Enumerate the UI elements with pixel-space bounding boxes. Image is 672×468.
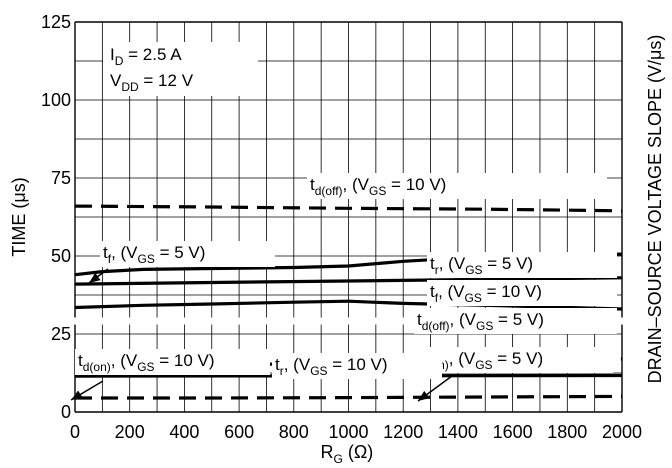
y-tick-label: 25: [51, 324, 71, 344]
annotation-arrows: [70, 268, 453, 402]
annotations: ID = 2.5 A VDD = 12 V td(off), (VGS = 10 V…: [75, 42, 617, 379]
tick-labels: 0 200 400 600 800 1000 1200 1400 1600 1800 2000 0 25…: [41, 12, 642, 442]
series-label-tr-10: tr, (VGS = 10 V): [275, 355, 388, 378]
y-tick-label: 100: [41, 90, 71, 110]
axis-titles: RG (Ω) TIME (μs) DRAIN–SOURCE VOLTAGE SLOP…: [9, 35, 665, 466]
y-tick-label: 125: [41, 12, 71, 32]
arrow-td-on-10-head: [71, 390, 83, 400]
conditions-backdrop: [103, 42, 258, 96]
x-tick-label: 200: [115, 422, 145, 442]
series-line-td-off-5: [74, 299, 623, 311]
label-backdrop: [272, 353, 442, 379]
x-axis-title: RG (Ω): [321, 442, 374, 466]
label-backdrop: [307, 173, 607, 199]
series-label-tf-5: tf, (VGS = 5 V): [103, 243, 205, 266]
series-line-td-on-10: [75, 394, 623, 400]
label-backdrop: [100, 241, 275, 267]
condition-label: ID = 2.5 A: [110, 45, 182, 68]
y2-axis-title: DRAIN–SOURCE VOLTAGE SLOPE (V/μs): [645, 35, 665, 384]
x-tick-label: 2000: [602, 422, 642, 442]
condition-label: VDD = 12 V: [110, 71, 194, 94]
x-tick-label: 1400: [438, 422, 478, 442]
arrow-tf-5-head: [89, 272, 101, 283]
series-label-td-off-10: td(off), (VGS = 10 V): [310, 175, 446, 198]
y-axis-title: TIME (μs): [9, 177, 29, 256]
series-line-tf-10: [74, 276, 623, 286]
x-tick-label: 0: [70, 422, 80, 442]
y-tick-label: 50: [51, 246, 71, 266]
label-backdrop: [413, 347, 613, 373]
axis-break: [72, 317, 625, 325]
x-tick-label: 600: [224, 422, 254, 442]
label-backdrop: [427, 280, 617, 306]
x-tick-label: 400: [169, 422, 199, 442]
arrow-tr-10-head: [418, 390, 430, 401]
series-line-td-off-10: [74, 204, 623, 213]
x-tick-label: 1200: [383, 422, 423, 442]
label-backdrop: [75, 349, 270, 375]
y-tick-label: 75: [51, 168, 71, 188]
y-tick-label: 0: [61, 402, 71, 422]
series-label-td-on-10: td(on), (VGS = 10 V): [78, 351, 215, 374]
series-label-tf-10: tf, (VGS = 10 V): [430, 282, 542, 305]
series-label-tr-5: tr, (VGS = 5 V): [430, 254, 533, 277]
x-tick-label: 800: [279, 422, 309, 442]
series-label-td-off-5: td(off), (VGS = 5 V): [417, 310, 544, 333]
label-backdrop: [414, 308, 617, 334]
label-backdrop: [427, 252, 617, 278]
x-tick-label: 1000: [328, 422, 368, 442]
x-tick-label: 1800: [547, 422, 587, 442]
x-tick-label: 1600: [493, 422, 533, 442]
